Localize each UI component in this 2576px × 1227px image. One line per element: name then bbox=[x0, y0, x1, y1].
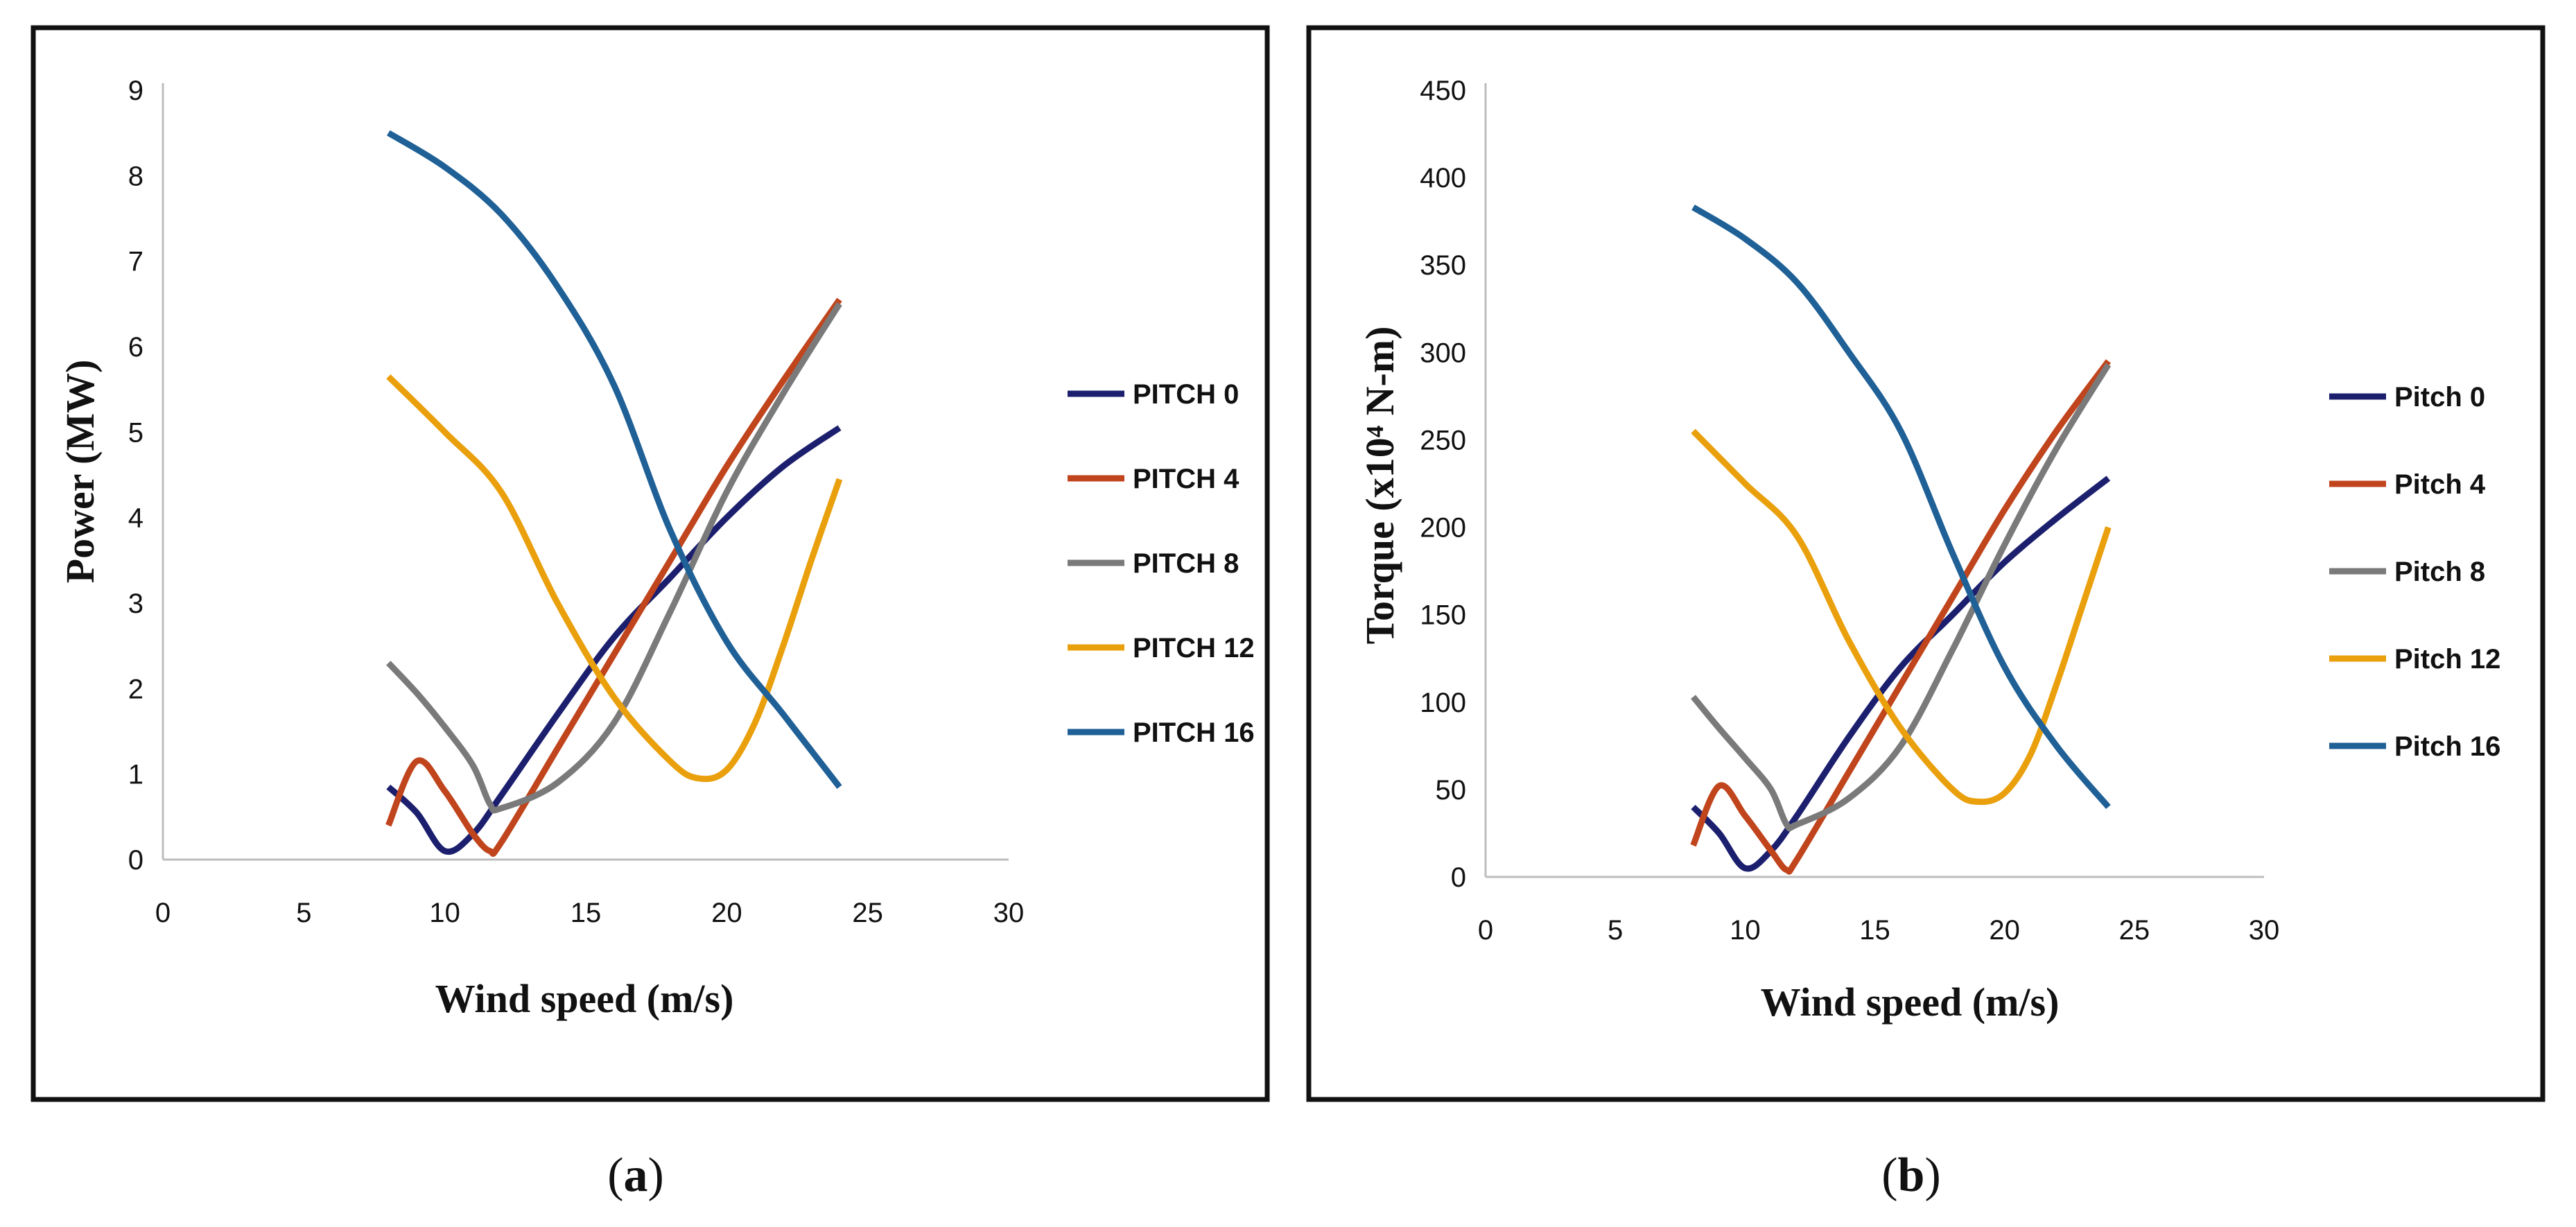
x-tick-label: 10 bbox=[1730, 915, 1761, 946]
x-tick-label: 10 bbox=[429, 898, 460, 928]
legend-label: PITCH 8 bbox=[1133, 548, 1239, 579]
series-line-pitch-0 bbox=[386, 425, 842, 855]
y-tick-label: 400 bbox=[1420, 163, 1466, 193]
series-line-pitch-8 bbox=[386, 302, 842, 814]
series-line-pitch-16 bbox=[386, 130, 842, 789]
y-tick-label: 250 bbox=[1420, 425, 1466, 455]
legend-label: Pitch 0 bbox=[2394, 382, 2485, 412]
y-tick-label: 8 bbox=[128, 161, 143, 191]
x-tick-label: 15 bbox=[1859, 915, 1890, 946]
y-tick-label: 150 bbox=[1420, 600, 1466, 631]
legend-label: PITCH 12 bbox=[1133, 633, 1255, 663]
series-line-pitch-8 bbox=[1691, 363, 2112, 832]
series-line-pitch-0 bbox=[1691, 476, 2111, 872]
caption-a-letter: a bbox=[624, 1149, 648, 1202]
x-tick-label: 5 bbox=[296, 898, 311, 928]
panel-b-ylabel: Torque (x10⁴ N-m) bbox=[1357, 327, 1402, 645]
caption-b-letter: b bbox=[1898, 1149, 1925, 1202]
panel-a-plot-area: 0 5 10 15 20 25 30 0 1 2 3 4 5 6 7 8 9 bbox=[128, 76, 1025, 928]
x-tick-label: 30 bbox=[2249, 915, 2280, 946]
y-tick-label: 0 bbox=[128, 845, 143, 876]
y-tick-label: 450 bbox=[1420, 76, 1466, 106]
y-tick-label: 3 bbox=[128, 589, 143, 619]
x-tick-label: 20 bbox=[711, 898, 742, 928]
legend-label: PITCH 16 bbox=[1133, 717, 1255, 748]
panel-a: Power (MW) Wind speed (m/s) 0 5 10 15 20 25 30… bbox=[31, 25, 1270, 1102]
legend-label: Pitch 12 bbox=[2394, 644, 2500, 675]
x-tick-label: 25 bbox=[852, 898, 883, 928]
y-tick-label: 5 bbox=[128, 417, 143, 448]
legend-label: Pitch 8 bbox=[2394, 557, 2485, 587]
series-line-pitch-4 bbox=[385, 297, 842, 858]
panel-b-xlabel: Wind speed (m/s) bbox=[1761, 980, 2060, 1025]
series-line-pitch-12 bbox=[386, 374, 843, 783]
panel-b-frame bbox=[1306, 25, 2545, 1102]
y-tick-label: 100 bbox=[1420, 688, 1466, 718]
y-tick-label: 2 bbox=[128, 674, 143, 704]
y-tick-label: 6 bbox=[128, 332, 143, 363]
x-tick-label: 5 bbox=[1608, 915, 1623, 946]
series-line-pitch-12 bbox=[1691, 428, 2112, 806]
panel-a-ylabel: Power (MW) bbox=[58, 360, 103, 584]
panel-a-frame bbox=[31, 25, 1270, 1102]
y-tick-label: 350 bbox=[1420, 250, 1466, 281]
panel-a-legend: PITCH 0 PITCH 4 PITCH 8 PITCH 12 PITCH 16 bbox=[1068, 379, 1255, 748]
legend-label: Pitch 4 bbox=[2394, 469, 2486, 500]
y-tick-label: 4 bbox=[128, 503, 143, 534]
series-line-pitch-16 bbox=[1691, 204, 2111, 810]
x-tick-label: 20 bbox=[1989, 915, 2020, 946]
y-tick-label: 0 bbox=[1451, 862, 1466, 893]
y-tick-label: 50 bbox=[1436, 775, 1467, 806]
y-tick-label: 200 bbox=[1420, 513, 1466, 543]
panel-a-xlabel: Wind speed (m/s) bbox=[435, 976, 734, 1021]
y-tick-label: 1 bbox=[128, 760, 143, 790]
x-tick-label: 0 bbox=[1478, 915, 1493, 946]
panel-b-legend: Pitch 0 Pitch 4 Pitch 8 Pitch 12 Pitch 16 bbox=[2329, 382, 2500, 762]
x-tick-label: 25 bbox=[2119, 915, 2150, 946]
series-line-pitch-4 bbox=[1690, 359, 2112, 875]
x-tick-label: 0 bbox=[155, 898, 171, 928]
x-tick-label: 15 bbox=[571, 898, 602, 928]
legend-label: PITCH 0 bbox=[1133, 379, 1239, 410]
y-tick-label: 7 bbox=[128, 247, 143, 277]
y-tick-label: 9 bbox=[128, 76, 143, 106]
panel-b: Torque (x10⁴ N-m) Wind speed (m/s) 0 5 10 1… bbox=[1306, 25, 2545, 1102]
legend-label: Pitch 16 bbox=[2394, 731, 2500, 762]
caption-b: (b) bbox=[1881, 1149, 1941, 1202]
legend-label: PITCH 4 bbox=[1133, 464, 1239, 494]
caption-a: (a) bbox=[607, 1149, 664, 1202]
y-tick-label: 300 bbox=[1420, 338, 1466, 368]
x-tick-label: 30 bbox=[993, 898, 1025, 928]
